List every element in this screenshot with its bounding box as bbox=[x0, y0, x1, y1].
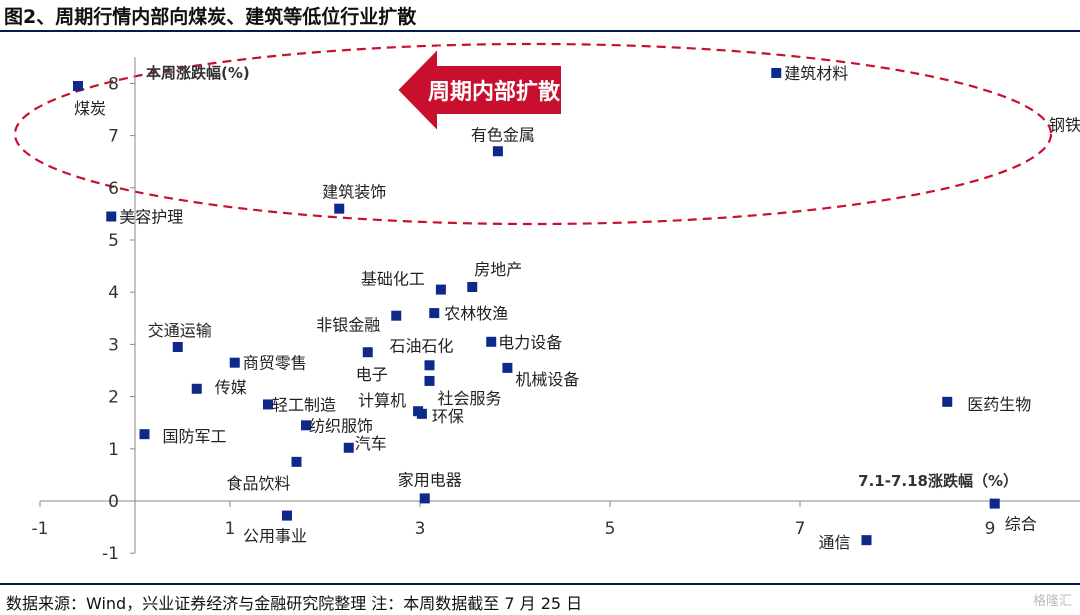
x-tick-label: 5 bbox=[605, 519, 616, 539]
data-point bbox=[391, 310, 402, 321]
data-point bbox=[263, 399, 273, 410]
data-point-label: 环保 bbox=[432, 407, 464, 426]
data-point-label: 石油石化 bbox=[389, 336, 453, 355]
data-point-label: 纺织服饰 bbox=[309, 416, 373, 435]
y-tick-label: 3 bbox=[108, 335, 119, 355]
data-point bbox=[419, 493, 430, 504]
data-point-label: 通信 bbox=[818, 533, 850, 552]
watermark: 格隆汇 bbox=[1032, 594, 1072, 609]
data-point-label: 计算机 bbox=[358, 391, 406, 410]
data-point bbox=[467, 281, 478, 292]
data-point bbox=[861, 535, 872, 546]
data-point-label: 综合 bbox=[1005, 515, 1037, 534]
data-point bbox=[492, 146, 503, 157]
highlight-ellipse bbox=[13, 42, 1053, 226]
data-point-label: 交通运输 bbox=[148, 321, 212, 340]
arrow-annotation-label: 周期内部扩散 bbox=[428, 79, 561, 105]
y-tick-label: 7 bbox=[108, 127, 119, 147]
data-point-label: 社会服务 bbox=[438, 389, 502, 408]
y-tick-label: 5 bbox=[108, 231, 119, 251]
data-point-label: 家用电器 bbox=[398, 470, 462, 489]
data-point-label: 商贸零售 bbox=[243, 354, 307, 373]
x-tick-label: 9 bbox=[985, 519, 996, 539]
data-point-label: 基础化工 bbox=[361, 270, 425, 289]
data-point bbox=[771, 67, 782, 78]
data-point bbox=[486, 336, 497, 347]
x-tick-label: -1 bbox=[32, 519, 49, 539]
data-point bbox=[139, 429, 150, 440]
x-tick-label: 1 bbox=[225, 519, 236, 539]
data-point-label: 有色金属 bbox=[471, 125, 535, 144]
data-point-label: 汽车 bbox=[355, 434, 387, 453]
data-point bbox=[282, 510, 292, 521]
footer-divider bbox=[0, 583, 1080, 585]
chart-title: 图2、周期行情内部向煤炭、建筑等低位行业扩散 bbox=[4, 6, 417, 28]
x-tick-label: 3 bbox=[415, 519, 426, 539]
data-point-label: 农林牧渔 bbox=[444, 304, 508, 323]
data-point-label: 食品饮料 bbox=[226, 474, 290, 493]
data-point-label: 美容护理 bbox=[119, 208, 183, 227]
data-point bbox=[73, 81, 83, 92]
title-bar: 图2、周期行情内部向煤炭、建筑等低位行业扩散 bbox=[0, 0, 1080, 34]
data-point-label: 医药生物 bbox=[967, 395, 1031, 414]
y-tick-label: 0 bbox=[108, 492, 119, 512]
x-axis-title: 7.1-7.18涨跌幅（%） bbox=[858, 472, 1018, 490]
data-point bbox=[989, 498, 1000, 509]
data-point-label: 传媒 bbox=[215, 378, 247, 397]
y-tick-label: 6 bbox=[108, 179, 119, 199]
scatter-chart: -1 1 3 5 7 9 -1 0 1 2 3 4 5 6 7 8 本周涨跌幅(%) 7.1-7.18涨跌幅（%）… bbox=[13, 42, 1080, 564]
data-point-label: 煤炭 bbox=[74, 99, 106, 118]
data-point bbox=[106, 211, 117, 222]
direction-arrow bbox=[395, 45, 563, 135]
data-point-label: 公用事业 bbox=[243, 527, 307, 546]
data-point-label: 钢铁 bbox=[1049, 116, 1080, 135]
data-point bbox=[343, 442, 354, 453]
data-point bbox=[229, 357, 240, 368]
data-point bbox=[424, 375, 435, 386]
data-point bbox=[362, 347, 373, 358]
data-point-label: 轻工制造 bbox=[272, 395, 336, 414]
data-point-label: 电子 bbox=[356, 365, 388, 384]
data-point bbox=[334, 203, 345, 214]
data-point-label: 国防军工 bbox=[163, 427, 227, 446]
source-note: 数据来源：Wind，兴业证券经济与金融研究院整理 注：本周数据截至 7 月 25… bbox=[6, 594, 583, 613]
y-tick-label: 8 bbox=[108, 74, 119, 94]
x-tick-label: 7 bbox=[795, 519, 806, 539]
data-point bbox=[435, 284, 446, 295]
data-point bbox=[502, 362, 513, 373]
data-point-label: 机械设备 bbox=[515, 370, 579, 389]
y-tick-label: 1 bbox=[108, 440, 119, 460]
data-point bbox=[416, 408, 427, 419]
title-divider bbox=[0, 30, 1080, 32]
data-point bbox=[172, 342, 183, 353]
data-point bbox=[301, 420, 311, 431]
data-point bbox=[191, 383, 202, 394]
data-point bbox=[291, 456, 302, 467]
data-point-label: 建筑装饰 bbox=[322, 183, 386, 202]
data-point-label: 电力设备 bbox=[498, 333, 562, 352]
y-tick-label: 4 bbox=[108, 283, 119, 303]
y-tick-label: -1 bbox=[102, 544, 119, 564]
data-point bbox=[429, 308, 440, 319]
data-point-label: 房地产 bbox=[474, 260, 522, 279]
data-point bbox=[424, 360, 435, 371]
y-axis-title: 本周涨跌幅(%) bbox=[146, 64, 250, 82]
y-tick-label: 2 bbox=[108, 388, 119, 408]
data-point bbox=[942, 396, 953, 407]
data-point-label: 建筑材料 bbox=[784, 64, 848, 83]
data-point-label: 非银金融 bbox=[316, 316, 380, 335]
